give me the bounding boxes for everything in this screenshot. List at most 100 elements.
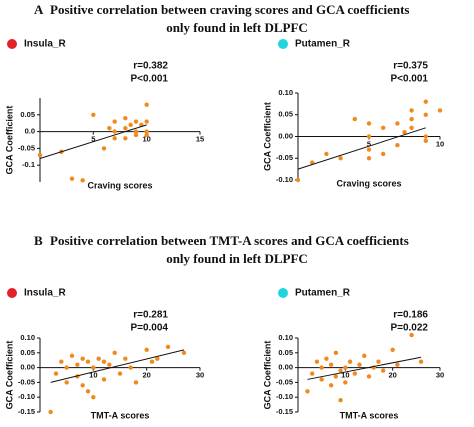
point (319, 377, 324, 382)
y-axis-label: GCA Coefficient (262, 102, 272, 171)
point (133, 132, 139, 138)
p-value: P=0.004 (130, 323, 168, 334)
point (366, 374, 372, 379)
region-label: Insula_R (24, 39, 66, 50)
point (144, 129, 149, 134)
y-tick-label: -0.05 (18, 143, 35, 152)
r-value: r=0.382 (133, 61, 168, 72)
point (53, 371, 59, 376)
y-tick-label: -0.05 (276, 377, 293, 386)
section-title: only found in left DLPFC (166, 251, 308, 266)
y-tick-label: -0.10 (276, 175, 293, 184)
region-dot (278, 39, 288, 49)
point (352, 371, 357, 376)
point (144, 347, 149, 353)
point (314, 359, 320, 364)
x-axis-label: TMT-A scores (340, 410, 399, 420)
point (123, 126, 128, 131)
region-dot (7, 39, 17, 49)
x-tick-label: 10 (142, 135, 150, 144)
point (376, 359, 381, 364)
x-tick-label: 30 (196, 371, 204, 380)
point (418, 359, 424, 364)
point (347, 359, 353, 364)
point (91, 112, 96, 118)
point (101, 359, 107, 364)
p-value: P<0.001 (130, 74, 168, 85)
point (381, 125, 386, 130)
point (37, 152, 43, 158)
section-label: A (34, 2, 44, 17)
x-axis-label: Craving scores (336, 178, 401, 188)
y-tick-label: 0.0 (25, 127, 35, 136)
point (91, 365, 96, 370)
region-label: Insula_R (24, 288, 66, 299)
point (112, 350, 117, 355)
point (80, 356, 85, 361)
x-tick-label: 20 (388, 371, 396, 380)
y-tick-label: 0.05 (20, 110, 35, 119)
point (112, 136, 117, 141)
section-title: Positive correlation between TMT-A score… (50, 233, 409, 248)
point (343, 380, 348, 385)
point (133, 119, 139, 124)
point (310, 371, 315, 376)
point (112, 129, 117, 134)
x-axis-label: Craving scores (87, 180, 152, 190)
point (101, 377, 107, 382)
point (80, 383, 85, 388)
point (423, 112, 428, 117)
point (338, 368, 343, 373)
section-label: B (34, 233, 43, 248)
y-tick-label: -0.10 (18, 392, 35, 401)
point (409, 125, 414, 130)
point (402, 129, 407, 135)
point (362, 353, 367, 358)
x-tick-label: 10 (89, 371, 97, 380)
point (64, 380, 69, 385)
x-tick-label: 5 (367, 139, 371, 148)
y-axis-label: GCA Coefficient (4, 341, 14, 410)
r-value: r=0.375 (393, 61, 428, 72)
r-value: r=0.281 (133, 310, 168, 321)
y-tick-label: -0.15 (18, 407, 35, 416)
point (395, 362, 400, 367)
region-dot (278, 288, 288, 298)
point (69, 176, 75, 181)
point (144, 102, 149, 107)
point (338, 156, 343, 161)
trend-line (39, 124, 147, 159)
point (366, 156, 372, 161)
x-axis-label: TMT-A scores (91, 410, 150, 420)
y-tick-label: -0.05 (276, 153, 293, 162)
region-dot (7, 288, 17, 298)
region-label: Putamen_R (295, 39, 351, 50)
point (107, 362, 112, 367)
point (381, 151, 386, 157)
point (48, 409, 53, 415)
y-tick-label: 0.00 (278, 363, 293, 372)
point (85, 389, 91, 394)
y-tick-label: -0.1 (22, 160, 35, 169)
point (366, 121, 372, 126)
x-tick-label: 30 (436, 371, 444, 380)
x-tick-label: 10 (436, 139, 444, 148)
point (366, 134, 372, 139)
point (69, 353, 75, 358)
point (366, 147, 372, 152)
p-value: P<0.001 (390, 74, 428, 85)
section-title: only found in left DLPFC (166, 20, 308, 35)
y-tick-label: 0.05 (278, 110, 293, 119)
point (96, 356, 101, 361)
y-tick-label: 0.00 (278, 131, 293, 140)
point (295, 177, 301, 183)
point (357, 362, 362, 367)
point (328, 383, 334, 388)
x-tick-label: 15 (196, 135, 204, 144)
point (395, 143, 400, 148)
point (128, 122, 133, 128)
point (144, 119, 149, 124)
y-tick-label: 0.10 (278, 333, 293, 342)
point (423, 99, 428, 104)
point (123, 356, 128, 361)
